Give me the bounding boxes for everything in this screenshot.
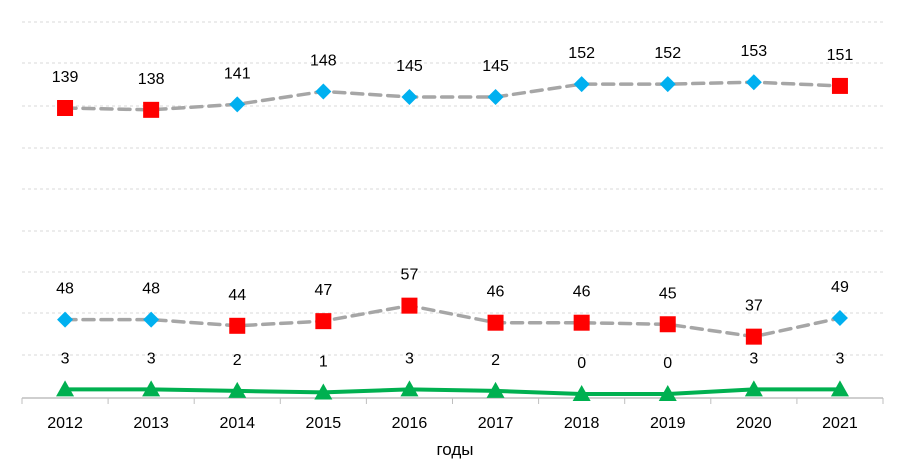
data-point-diamond xyxy=(315,83,332,100)
data-point-square xyxy=(229,317,246,334)
data-label: 151 xyxy=(827,47,854,64)
data-point-square xyxy=(745,328,762,345)
data-label: 3 xyxy=(61,350,70,367)
data-label: 48 xyxy=(56,281,74,298)
data-point-triangle xyxy=(486,381,505,398)
data-label: 1 xyxy=(319,353,328,370)
x-tick-label: 2021 xyxy=(822,415,858,432)
x-tick-label: 2012 xyxy=(47,415,83,432)
data-point-diamond xyxy=(487,88,504,105)
data-label: 44 xyxy=(228,287,246,304)
data-label: 57 xyxy=(401,267,419,284)
data-point-triangle xyxy=(744,380,763,397)
data-point-diamond xyxy=(573,76,590,93)
data-label: 2 xyxy=(233,352,242,369)
x-tick-label: 2015 xyxy=(306,415,342,432)
data-point-diamond xyxy=(143,311,160,328)
data-point-triangle xyxy=(314,383,333,400)
data-point-diamond xyxy=(229,96,246,113)
data-label: 139 xyxy=(52,69,79,86)
data-point-square xyxy=(315,313,332,330)
data-label: 2 xyxy=(491,352,500,369)
data-point-triangle xyxy=(830,380,849,397)
data-point-square xyxy=(831,77,848,94)
x-tick-label: 2017 xyxy=(478,415,514,432)
data-label: 46 xyxy=(573,284,591,301)
series-line-2 xyxy=(63,303,842,339)
series-line-3 xyxy=(63,387,842,396)
data-label: 48 xyxy=(142,281,160,298)
data-point-square xyxy=(401,297,418,314)
data-label: 152 xyxy=(568,45,595,62)
data-point-triangle xyxy=(572,385,591,401)
data-label: 0 xyxy=(577,355,586,372)
data-label: 138 xyxy=(138,71,165,88)
data-label: 46 xyxy=(487,284,505,301)
x-tick-label: 2019 xyxy=(650,415,686,432)
x-tick-label: 2014 xyxy=(219,415,255,432)
data-label: 47 xyxy=(314,282,332,299)
data-label: 152 xyxy=(654,45,681,62)
data-label: 3 xyxy=(147,350,156,367)
data-point-triangle xyxy=(56,380,75,397)
data-label: 148 xyxy=(310,52,337,69)
data-point-square xyxy=(487,314,504,331)
data-label: 141 xyxy=(224,65,251,82)
data-point-square xyxy=(143,101,160,118)
series-line-1 xyxy=(63,80,842,112)
x-tick-labels: 2012 2013 2014 2015 2016 2017 2018 2019 2020 2021 xyxy=(21,398,884,432)
data-label: 49 xyxy=(831,279,849,296)
x-tick-label: 2018 xyxy=(564,415,600,432)
data-label: 0 xyxy=(663,355,672,372)
data-point-diamond xyxy=(659,76,676,93)
data-point-diamond xyxy=(401,88,418,105)
data-label: 145 xyxy=(396,58,423,75)
data-point-diamond xyxy=(745,74,762,91)
data-label: 3 xyxy=(835,350,844,367)
series-layer xyxy=(56,74,849,401)
x-tick-label: 2020 xyxy=(736,415,772,432)
data-point-diamond xyxy=(831,310,848,327)
x-axis-title: годы xyxy=(436,440,473,459)
data-label: 3 xyxy=(405,350,414,367)
data-point-square xyxy=(659,316,676,333)
data-point-square xyxy=(57,100,74,116)
x-tick-label: 2013 xyxy=(133,415,169,432)
data-point-triangle xyxy=(142,380,161,397)
data-point-diamond xyxy=(57,311,74,328)
data-label: 145 xyxy=(482,58,509,75)
x-tick-label: 2016 xyxy=(392,415,428,432)
data-point-triangle xyxy=(658,385,677,401)
data-point-triangle xyxy=(400,380,419,397)
data-label: 3 xyxy=(749,350,758,367)
data-label: 37 xyxy=(745,298,763,315)
data-point-square xyxy=(573,314,590,331)
data-label: 153 xyxy=(740,43,767,60)
data-point-triangle xyxy=(228,381,247,398)
data-label: 45 xyxy=(659,285,677,302)
